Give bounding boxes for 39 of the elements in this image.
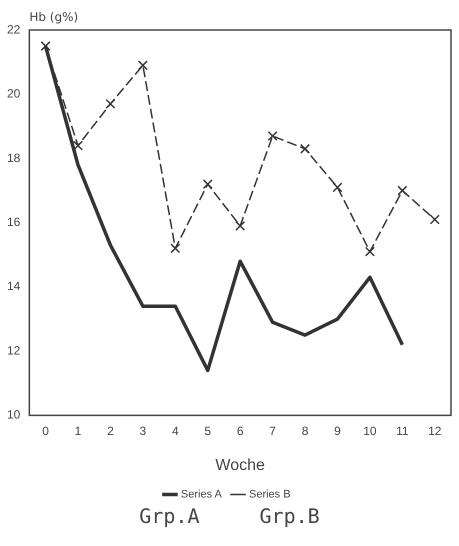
point [170, 243, 180, 254]
x-tick-label: 6 [236, 424, 244, 438]
legend-label: Series B [249, 488, 291, 501]
y-tick-label: 22 [6, 22, 21, 36]
x-tick-label: 3 [140, 424, 147, 438]
point [364, 246, 375, 257]
x-tick-label: 12 [428, 424, 442, 438]
text: Grp.A [139, 504, 200, 528]
y-tick-label: 10 [6, 408, 21, 422]
x-tick-label: 5 [204, 424, 212, 438]
point [332, 182, 342, 192]
x-tick-label: 4 [172, 424, 179, 438]
x-tick-label: 11 [396, 424, 409, 438]
point [40, 41, 51, 52]
point [105, 98, 116, 109]
x-tick-label: 1 [74, 424, 82, 438]
legend-label: Series A [180, 488, 223, 501]
x-tick-label: 2 [107, 424, 114, 438]
y-tick-label: 18 [6, 150, 21, 165]
point [430, 214, 440, 224]
point [73, 140, 83, 151]
y-tick-label: 16 [6, 215, 21, 230]
x-tick-label: 0 [42, 424, 50, 438]
x-axis-title: Woche [215, 456, 266, 474]
x-tick-label: 7 [269, 424, 276, 438]
point [397, 186, 408, 196]
y-tick-label: 14 [6, 279, 21, 294]
point [138, 60, 148, 70]
point [268, 130, 278, 141]
y-axis-title: Hb (g%) [29, 10, 78, 24]
point [202, 179, 213, 190]
x-tick-label: 9 [334, 424, 342, 438]
x-tick-label: 8 [302, 424, 309, 438]
y-tick-label: 20 [6, 86, 21, 101]
y-tick-label: 12 [6, 343, 21, 358]
point [300, 144, 310, 154]
point [235, 220, 246, 231]
text: Grp.B [260, 504, 320, 528]
x-tick-label: 10 [363, 424, 377, 438]
